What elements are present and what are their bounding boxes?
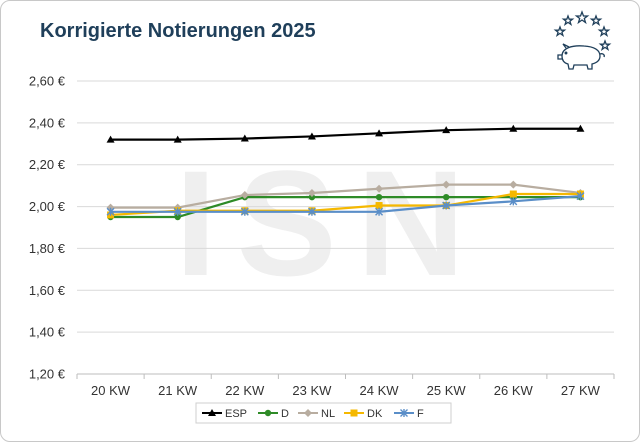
legend-label-esp: ESP [225, 408, 247, 420]
series-f [106, 192, 585, 216]
legend-label-nl: NL [321, 408, 335, 420]
legend-item-nl[interactable]: NL [298, 408, 335, 420]
legend-item-esp[interactable]: ESP [202, 408, 247, 420]
data-point-d [174, 213, 181, 221]
x-tick-label: 22 KW [225, 383, 265, 398]
data-point-esp [442, 126, 451, 134]
page-title: Korrigierte Notierungen 2025 [40, 20, 316, 42]
data-point-nl [375, 184, 384, 193]
x-tick-label: 23 KW [292, 383, 332, 398]
y-tick-label: 1,60 € [29, 283, 66, 298]
data-point-esp [576, 124, 585, 132]
data-point-nl [509, 180, 518, 189]
legend-marker-esp [208, 409, 216, 416]
legend-item-d[interactable]: D [258, 408, 289, 420]
x-tick-label: 24 KW [360, 383, 400, 398]
data-point-d [375, 193, 383, 201]
data-point-f [509, 197, 518, 206]
series-esp [106, 124, 585, 143]
legend-marker-nl [304, 409, 312, 417]
data-point-f [307, 207, 316, 216]
data-point-f [106, 207, 115, 216]
data-point-f [375, 207, 384, 216]
data-point-esp [173, 135, 182, 143]
legend-marker-f [400, 409, 408, 417]
data-point-esp [375, 129, 384, 137]
y-tick-label: 2,20 € [29, 157, 66, 172]
series-line-f [110, 195, 581, 213]
data-point-nl [240, 191, 249, 200]
legend-label-d: D [281, 408, 289, 420]
series-group [106, 124, 585, 221]
legend-item-dk[interactable]: DK [344, 408, 383, 420]
data-point-dk [509, 190, 517, 198]
legend-label-dk: DK [367, 408, 383, 420]
data-point-f [442, 201, 451, 210]
eu-stars-pig-logo-icon [553, 10, 612, 70]
legend[interactable]: ESP D NL DK F [195, 402, 452, 424]
legend-label-f: F [417, 408, 424, 420]
legend-marker-dk [350, 409, 358, 417]
y-tick-label: 1,80 € [29, 241, 66, 256]
legend-box [195, 402, 452, 424]
data-point-f [576, 192, 585, 201]
y-tick-label: 2,00 € [29, 199, 66, 214]
series-line-esp [110, 127, 581, 141]
data-point-esp [240, 134, 249, 142]
data-point-esp [106, 135, 115, 143]
legend-marker-d [264, 409, 272, 417]
series-d [107, 193, 584, 221]
x-tick-label: 20 KW [91, 383, 131, 398]
data-point-esp [509, 124, 518, 132]
data-point-f [173, 207, 182, 216]
data-point-nl [307, 188, 316, 197]
x-tick-label: 25 KW [427, 383, 467, 398]
y-tick-label: 2,60 € [29, 74, 66, 89]
y-axis: 1,20 € 1,40 € 1,60 € 1,80 € 2,00 € 2,20 € 2,40… [29, 74, 66, 382]
data-point-nl [442, 180, 451, 189]
y-tick-label: 1,40 € [29, 325, 66, 340]
series-line-nl [110, 183, 581, 209]
y-tick-label: 2,40 € [29, 115, 66, 130]
x-tick-label: 26 KW [494, 383, 534, 398]
legend-item-f[interactable]: F [394, 408, 424, 420]
data-point-f [240, 207, 249, 216]
data-point-d [442, 193, 450, 201]
data-point-d [308, 193, 316, 201]
x-axis: 20 KW 21 KW 22 KW 23 KW 24 KW 25 KW 26 KW 27 KW [76, 374, 615, 398]
y-tick-label: 1,20 € [29, 367, 66, 382]
watermark-text: ISN [175, 139, 485, 307]
x-tick-label: 21 KW [158, 383, 198, 398]
x-tick-label: 27 KW [561, 383, 601, 398]
data-point-esp [307, 132, 316, 140]
series-line-d [110, 196, 581, 219]
data-point-dk [375, 202, 383, 210]
